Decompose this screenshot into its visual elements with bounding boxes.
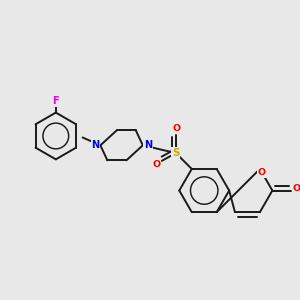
Text: N: N — [91, 140, 100, 150]
Text: N: N — [144, 140, 152, 150]
Text: O: O — [173, 124, 181, 133]
Text: S: S — [172, 148, 180, 158]
Text: F: F — [52, 96, 59, 106]
Text: O: O — [152, 160, 160, 169]
Text: O: O — [292, 184, 300, 193]
Text: O: O — [257, 168, 266, 177]
